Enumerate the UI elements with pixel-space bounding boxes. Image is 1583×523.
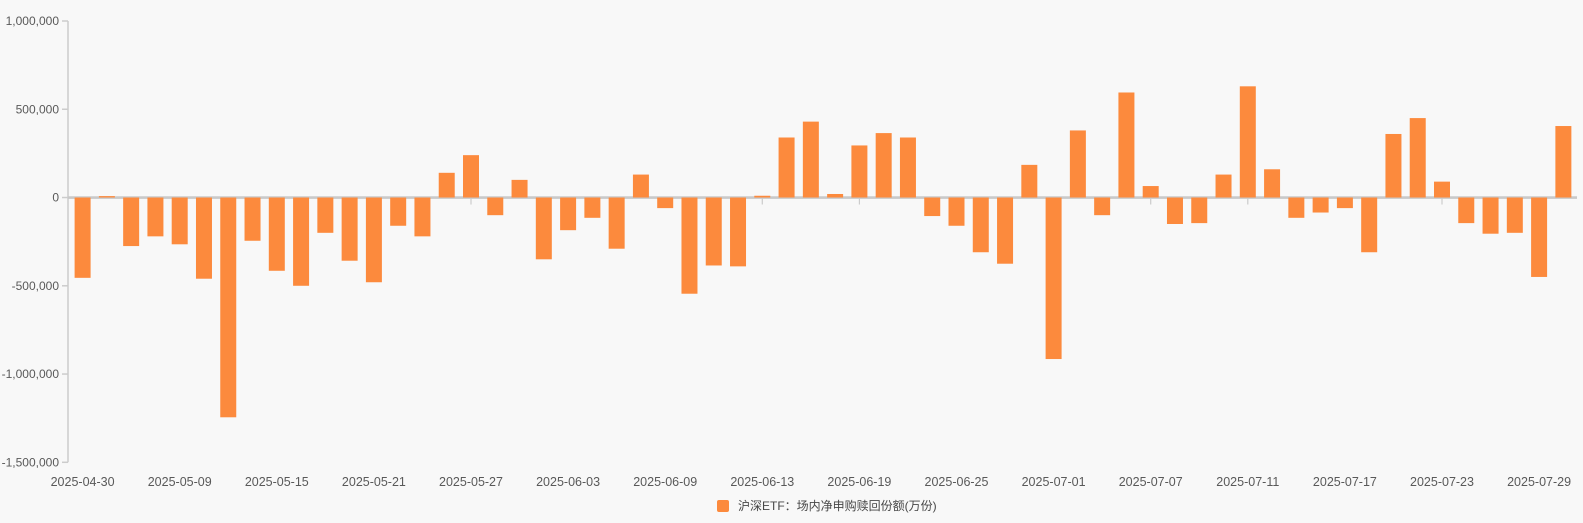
bar[interactable] bbox=[802, 121, 819, 198]
bar[interactable] bbox=[1118, 92, 1135, 198]
bar[interactable] bbox=[1458, 197, 1475, 224]
legend[interactable]: 沪深ETF：场内净申购赎回份额(万份) bbox=[717, 498, 937, 514]
bar[interactable] bbox=[317, 197, 334, 233]
x-axis-label: 2025-07-29 bbox=[1507, 475, 1571, 489]
bar[interactable] bbox=[851, 145, 868, 198]
y-axis-label: 500,000 bbox=[16, 102, 60, 116]
x-axis-label: 2025-05-09 bbox=[148, 475, 212, 489]
bar[interactable] bbox=[899, 137, 916, 198]
bar[interactable] bbox=[657, 197, 674, 209]
bar[interactable] bbox=[1361, 197, 1378, 253]
bar[interactable] bbox=[1288, 197, 1305, 218]
bar[interactable] bbox=[1094, 197, 1111, 216]
bar[interactable] bbox=[414, 197, 431, 237]
x-axis-label: 2025-07-11 bbox=[1216, 475, 1279, 489]
bar[interactable] bbox=[293, 197, 310, 286]
bar[interactable] bbox=[268, 197, 285, 271]
bar[interactable] bbox=[511, 179, 528, 198]
bar[interactable] bbox=[171, 197, 188, 245]
x-axis-label: 2025-06-19 bbox=[827, 475, 891, 489]
bar[interactable] bbox=[74, 197, 91, 278]
bar[interactable] bbox=[584, 197, 601, 218]
x-axis-label: 2025-05-15 bbox=[245, 475, 309, 489]
bar[interactable] bbox=[487, 197, 504, 216]
bar[interactable] bbox=[778, 137, 795, 198]
bar[interactable] bbox=[1264, 169, 1281, 198]
bar[interactable] bbox=[1045, 197, 1062, 360]
x-axis-label: 2025-07-07 bbox=[1119, 475, 1183, 489]
bar[interactable] bbox=[875, 133, 892, 198]
bar[interactable] bbox=[1166, 197, 1183, 224]
bar[interactable] bbox=[1239, 86, 1256, 198]
bar[interactable] bbox=[1142, 186, 1159, 198]
bar[interactable] bbox=[827, 193, 844, 198]
bar[interactable] bbox=[705, 197, 722, 266]
bar[interactable] bbox=[195, 197, 212, 279]
bar[interactable] bbox=[1021, 164, 1038, 198]
y-axis-label: 1,000,000 bbox=[6, 14, 60, 28]
bar[interactable] bbox=[754, 195, 771, 198]
bar[interactable] bbox=[1434, 181, 1450, 198]
x-axis-label: 2025-05-27 bbox=[439, 475, 503, 489]
bar[interactable] bbox=[220, 197, 237, 418]
bar[interactable] bbox=[1312, 197, 1329, 213]
bar[interactable] bbox=[147, 197, 164, 237]
bar[interactable] bbox=[341, 197, 358, 261]
bar[interactable] bbox=[681, 197, 698, 294]
bar[interactable] bbox=[244, 197, 261, 241]
bar[interactable] bbox=[730, 197, 747, 267]
x-axis-label: 2025-07-23 bbox=[1410, 475, 1474, 489]
bar[interactable] bbox=[365, 197, 382, 283]
y-axis-label: -500,000 bbox=[12, 279, 60, 293]
x-axis-label: 2025-06-13 bbox=[730, 475, 794, 489]
x-axis-label: 2025-07-01 bbox=[1022, 475, 1086, 489]
bar[interactable] bbox=[1191, 197, 1208, 224]
x-axis-label: 2025-04-30 bbox=[51, 475, 115, 489]
bar[interactable] bbox=[535, 197, 552, 260]
bar[interactable] bbox=[1385, 133, 1402, 198]
legend-swatch-icon bbox=[717, 500, 729, 512]
bar[interactable] bbox=[972, 197, 989, 253]
bar[interactable] bbox=[948, 197, 965, 226]
x-axis-label: 2025-07-17 bbox=[1313, 475, 1377, 489]
bar[interactable] bbox=[1336, 197, 1353, 209]
bar[interactable] bbox=[123, 197, 140, 247]
bar[interactable] bbox=[1409, 118, 1426, 198]
bar[interactable] bbox=[632, 174, 649, 198]
x-axis-label: 2025-06-09 bbox=[633, 475, 697, 489]
x-axis-label: 2025-05-21 bbox=[342, 475, 406, 489]
bar[interactable] bbox=[1215, 174, 1232, 198]
bar[interactable] bbox=[438, 172, 455, 198]
x-axis-label: 2025-06-25 bbox=[925, 475, 989, 489]
bar[interactable] bbox=[98, 196, 115, 198]
bar[interactable] bbox=[463, 155, 479, 198]
bar[interactable] bbox=[608, 197, 625, 249]
bar[interactable] bbox=[924, 197, 941, 217]
bar[interactable] bbox=[1506, 197, 1523, 233]
bar[interactable] bbox=[1482, 197, 1499, 234]
legend-label: 沪深ETF：场内净申购赎回份额(万份) bbox=[738, 499, 937, 513]
y-axis-label: 0 bbox=[52, 191, 59, 205]
x-axis-label: 2025-06-03 bbox=[536, 475, 600, 489]
bar[interactable] bbox=[1069, 130, 1086, 198]
bar[interactable] bbox=[560, 197, 577, 231]
y-axis-label: -1,500,000 bbox=[2, 455, 60, 469]
y-axis-label: -1,000,000 bbox=[2, 367, 60, 381]
bar[interactable] bbox=[1555, 126, 1572, 198]
bar[interactable] bbox=[390, 197, 407, 226]
bar[interactable] bbox=[997, 197, 1014, 264]
bar[interactable] bbox=[1531, 197, 1548, 277]
